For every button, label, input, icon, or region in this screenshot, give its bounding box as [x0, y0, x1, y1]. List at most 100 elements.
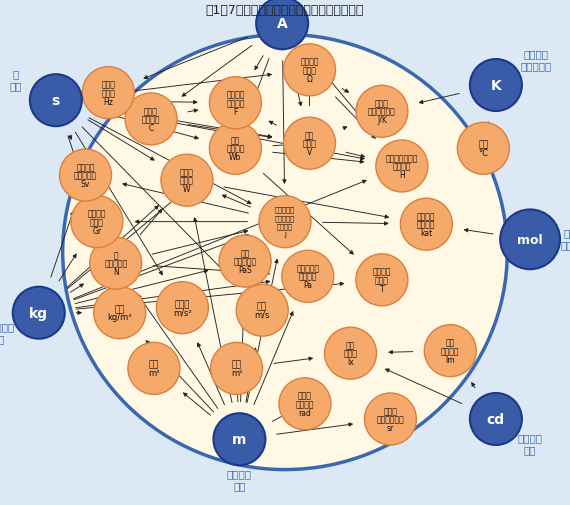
Text: キログラム: キログラム — [0, 321, 14, 331]
Text: 磁束: 磁束 — [231, 136, 240, 145]
Text: Pa: Pa — [303, 281, 312, 290]
Text: モル: モル — [564, 228, 570, 238]
Text: 粘度: 粘度 — [241, 248, 250, 258]
Text: グレイ: グレイ — [90, 218, 104, 227]
Text: カンデラ: カンデラ — [518, 432, 543, 442]
Circle shape — [71, 196, 123, 248]
Circle shape — [156, 282, 209, 334]
Text: 熱力学温度: 熱力学温度 — [520, 61, 551, 71]
Text: ワット: ワット — [180, 176, 194, 185]
Text: メートル: メートル — [227, 468, 252, 478]
Circle shape — [324, 328, 377, 379]
Text: s: s — [52, 94, 60, 108]
Text: 体積: 体積 — [149, 360, 159, 369]
Circle shape — [457, 123, 510, 175]
Text: テスラ: テスラ — [375, 276, 389, 285]
Text: オーム: オーム — [303, 66, 316, 75]
Circle shape — [59, 150, 112, 201]
Text: kg: kg — [29, 306, 48, 320]
Text: Hz: Hz — [103, 97, 113, 107]
Text: Wb: Wb — [229, 153, 242, 162]
Text: ルーメン: ルーメン — [441, 346, 459, 356]
Text: ジュール: ジュール — [277, 223, 293, 230]
Text: 質量: 質量 — [0, 333, 5, 343]
Text: ファラド: ファラド — [226, 99, 245, 108]
Text: 立体角: 立体角 — [384, 406, 397, 415]
Text: sr: sr — [387, 423, 394, 432]
Ellipse shape — [63, 35, 507, 470]
Text: 光度: 光度 — [524, 444, 536, 454]
Text: 平面角: 平面角 — [298, 391, 312, 400]
Text: m/s²: m/s² — [173, 308, 192, 317]
Circle shape — [209, 123, 262, 175]
Circle shape — [400, 199, 453, 250]
Text: 電気量: 電気量 — [144, 107, 158, 116]
Text: 密度: 密度 — [115, 305, 125, 313]
Text: C: C — [148, 124, 154, 133]
Text: シーベルト: シーベルト — [74, 171, 97, 180]
Text: 面積: 面積 — [231, 360, 242, 369]
Circle shape — [213, 414, 266, 465]
Circle shape — [279, 378, 331, 430]
Text: m/s: m/s — [255, 311, 270, 319]
Circle shape — [125, 94, 177, 145]
Circle shape — [219, 236, 271, 287]
Text: mol: mol — [518, 233, 543, 246]
Circle shape — [283, 45, 336, 96]
Text: W: W — [183, 185, 191, 194]
Text: 圧力・応力: 圧力・応力 — [296, 264, 319, 273]
Text: 図1　7つの基本単位と日常使用する組立単位: 図1 7つの基本単位と日常使用する組立単位 — [206, 4, 364, 17]
Text: N: N — [113, 268, 119, 277]
Circle shape — [82, 68, 135, 119]
Text: 電気抵抗: 電気抵抗 — [300, 58, 319, 67]
Text: エネルギー: エネルギー — [275, 206, 295, 213]
Text: カタール: カタール — [417, 220, 435, 229]
Text: °C: °C — [478, 149, 488, 158]
Text: パスカル: パスカル — [299, 272, 317, 281]
Circle shape — [13, 287, 65, 339]
Text: 物質量: 物質量 — [561, 240, 570, 250]
Text: m: m — [232, 432, 247, 446]
Text: K: K — [491, 79, 501, 93]
Circle shape — [161, 155, 213, 207]
Text: 照度: 照度 — [346, 340, 355, 349]
Circle shape — [256, 0, 308, 50]
Text: 加速度: 加速度 — [175, 299, 190, 308]
Circle shape — [364, 393, 417, 445]
Circle shape — [283, 118, 336, 170]
Circle shape — [30, 75, 82, 127]
Circle shape — [128, 343, 180, 394]
Text: cd: cd — [487, 412, 505, 426]
Text: rad: rad — [299, 408, 311, 417]
Circle shape — [356, 86, 408, 138]
Text: m³: m³ — [148, 369, 160, 377]
Text: 線量当量: 線量当量 — [76, 163, 95, 172]
Text: J/K: J/K — [377, 116, 387, 125]
Text: H: H — [399, 171, 405, 180]
Text: 酵素活性: 酵素活性 — [417, 212, 435, 221]
Text: 仕事・熱量: 仕事・熱量 — [275, 215, 295, 221]
Text: ヘンリー: ヘンリー — [393, 162, 411, 171]
Text: kat: kat — [420, 229, 433, 238]
Text: 長さ: 長さ — [233, 480, 246, 490]
Text: ウェーバ: ウェーバ — [226, 144, 245, 154]
Text: 温度: 温度 — [478, 140, 488, 149]
Text: 仕事率: 仕事率 — [180, 168, 194, 177]
Text: パスカル秒: パスカル秒 — [234, 257, 256, 266]
Text: 力: 力 — [113, 250, 118, 260]
Text: 吸収線量: 吸収線量 — [88, 209, 106, 218]
Text: T: T — [380, 284, 384, 293]
Text: ラジアン: ラジアン — [296, 399, 314, 409]
Text: F: F — [233, 108, 238, 117]
Text: 熱容量: 熱容量 — [375, 99, 389, 108]
Text: 光束: 光束 — [446, 338, 455, 347]
Text: m²: m² — [231, 369, 242, 377]
Text: クーロン: クーロン — [142, 115, 160, 124]
Text: Ω: Ω — [307, 75, 312, 84]
Text: 周波数: 周波数 — [101, 80, 115, 89]
Text: lm: lm — [446, 355, 455, 364]
Text: ボルト: ボルト — [303, 139, 316, 148]
Text: 磁束密度: 磁束密度 — [373, 267, 391, 276]
Circle shape — [282, 251, 334, 302]
Circle shape — [209, 78, 262, 129]
